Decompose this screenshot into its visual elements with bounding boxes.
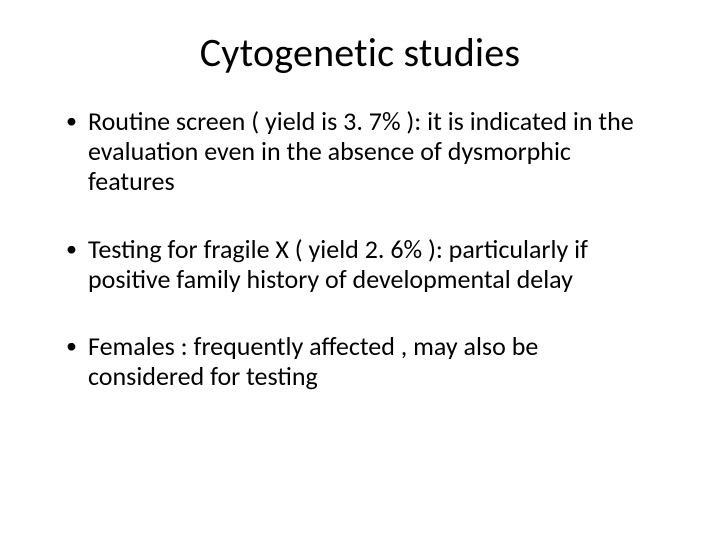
bullet-item: Routine screen ( yield is 3. 7% ): it is…: [60, 107, 660, 197]
bullet-list: Routine screen ( yield is 3. 7% ): it is…: [60, 107, 660, 392]
bullet-item: Testing for fragile X ( yield 2. 6% ): p…: [60, 235, 660, 295]
slide-container: Cytogenetic studies Routine screen ( yie…: [0, 0, 720, 540]
bullet-item: Females : frequently affected , may also…: [60, 332, 660, 392]
slide-title: Cytogenetic studies: [60, 28, 660, 77]
